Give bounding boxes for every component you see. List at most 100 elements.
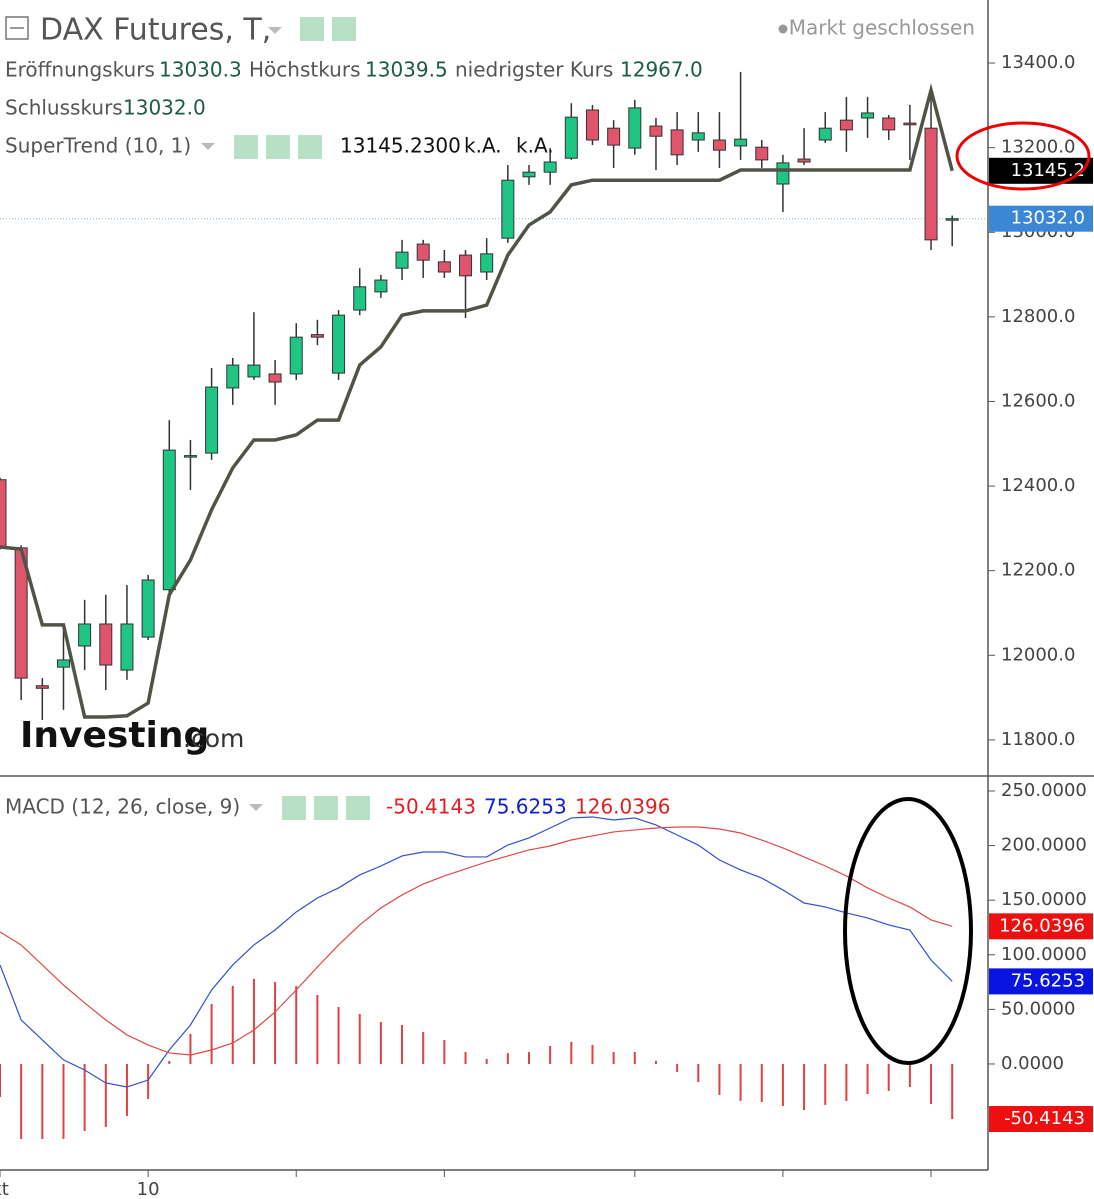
status-dot xyxy=(778,24,788,34)
candle-body xyxy=(670,129,684,156)
candle-body xyxy=(374,279,388,293)
indicator-value: k.A. xyxy=(464,134,502,158)
candle-body xyxy=(839,119,853,131)
candle-body xyxy=(99,623,113,666)
icon[interactable] xyxy=(314,796,338,820)
y-tick-label: 13400.0 xyxy=(1001,52,1075,73)
macd-title: MACD (12, 26, close, 9) xyxy=(5,795,240,819)
x-tick-label: 10 xyxy=(137,1179,160,1199)
indicator-value: 13145.2300 xyxy=(340,134,461,158)
indicator-value: k.A. xyxy=(516,134,554,158)
candle-body xyxy=(480,253,494,273)
candle-body xyxy=(564,116,578,159)
candle-body xyxy=(268,373,282,383)
y-tick-label: 12000.0 xyxy=(1001,644,1075,665)
icon[interactable] xyxy=(266,135,290,159)
y-tick-label: 150.0000 xyxy=(1001,889,1087,910)
y-tick-label: 13200.0 xyxy=(1001,137,1075,158)
candle-body xyxy=(734,138,748,147)
y-tick-label: 11800.0 xyxy=(1001,729,1075,750)
candle-body xyxy=(691,132,705,141)
ohlc-value: 13032.0 xyxy=(123,96,206,120)
candle-body xyxy=(289,336,303,375)
supertrend-badge-bg xyxy=(989,157,1093,184)
candle-body xyxy=(755,146,769,161)
highlight-ellipse xyxy=(955,121,1091,191)
icon[interactable] xyxy=(346,796,370,820)
macd-badge: 75.6253 xyxy=(1011,970,1085,991)
macd-value: -50.4143 xyxy=(386,795,476,819)
highlight-ellipse xyxy=(843,797,973,1065)
candle-body xyxy=(861,112,875,119)
candle-body xyxy=(649,125,663,137)
candle-body xyxy=(0,479,7,548)
y-tick-label: 100.0000 xyxy=(1001,944,1087,965)
dropdown[interactable] xyxy=(249,804,263,811)
y-tick-label: 12400.0 xyxy=(1001,475,1075,496)
candle-body xyxy=(78,623,92,647)
collapse-icon[interactable] xyxy=(5,16,29,40)
y-tick-label: 12600.0 xyxy=(1001,390,1075,411)
x-tick-label: kt xyxy=(0,1179,9,1199)
candle-body xyxy=(712,139,726,151)
icon[interactable] xyxy=(234,135,258,159)
macd-badge-bg xyxy=(989,968,1093,995)
y-tick-label: 12800.0 xyxy=(1001,306,1075,327)
macd-badge-bg xyxy=(989,913,1093,940)
macd-value: 75.6253 xyxy=(484,795,567,819)
candle-body xyxy=(522,171,536,178)
ohlc-name: Schlusskurs xyxy=(5,96,123,120)
candle-body xyxy=(416,243,430,261)
indicator-name: SuperTrend (10, 1) xyxy=(5,134,191,158)
candle-body xyxy=(903,122,917,126)
candle-body xyxy=(628,107,642,149)
y-tick-label: 200.0000 xyxy=(1001,835,1087,856)
candle-body xyxy=(797,158,811,163)
dropdown[interactable] xyxy=(201,143,215,150)
icon[interactable] xyxy=(282,796,306,820)
candle-body xyxy=(585,109,599,141)
y-tick-label: 250.0000 xyxy=(1001,780,1087,801)
macd-line xyxy=(0,826,953,1056)
dropdown[interactable] xyxy=(268,27,282,34)
candle-body xyxy=(56,659,70,668)
macd-line xyxy=(0,816,953,1088)
candle-body xyxy=(332,314,346,374)
histogram-badge: -50.4143 xyxy=(1004,1108,1085,1129)
ohlc-value: 13039.5 xyxy=(365,58,448,82)
candle-body xyxy=(437,261,451,273)
candle-body xyxy=(501,179,515,239)
candle-body xyxy=(247,364,261,378)
instrument-title: DAX Futures, T, xyxy=(40,13,271,48)
candle-body xyxy=(607,127,621,146)
candle-body xyxy=(882,117,896,131)
candle-body xyxy=(205,386,219,454)
icon[interactable] xyxy=(298,135,322,159)
ohlc-name: Eröffnungskurs xyxy=(5,58,155,82)
candle-body xyxy=(395,251,409,269)
candle-body xyxy=(818,127,832,141)
y-tick-label: 12200.0 xyxy=(1001,560,1075,581)
ohlc-name: niedrigster Kurs xyxy=(455,58,613,82)
candle-body xyxy=(183,455,197,458)
candle-body xyxy=(353,286,367,311)
candle-body xyxy=(776,162,790,185)
y-tick-label: 50.0000 xyxy=(1001,998,1075,1019)
close-badge: 13032.0 xyxy=(1011,208,1085,229)
icon[interactable] xyxy=(332,17,356,41)
candle-body xyxy=(35,685,49,689)
market-status: Markt geschlossen xyxy=(789,16,975,40)
candle-body xyxy=(141,579,155,638)
supertrend-badge: 13145.2 xyxy=(1011,160,1085,181)
candle-body xyxy=(310,334,324,338)
overlay-layer: 11800.0 12000.0 12200.0 12400.0 12600.0 12800… xyxy=(0,52,1093,1199)
candle-body xyxy=(162,449,176,591)
close-badge-bg xyxy=(989,205,1093,232)
candle-body xyxy=(924,127,938,241)
icon[interactable] xyxy=(300,17,324,41)
ohlc-name: Höchstkurs xyxy=(249,58,361,82)
watermark: Investing xyxy=(20,715,209,756)
candle-body xyxy=(543,161,557,173)
